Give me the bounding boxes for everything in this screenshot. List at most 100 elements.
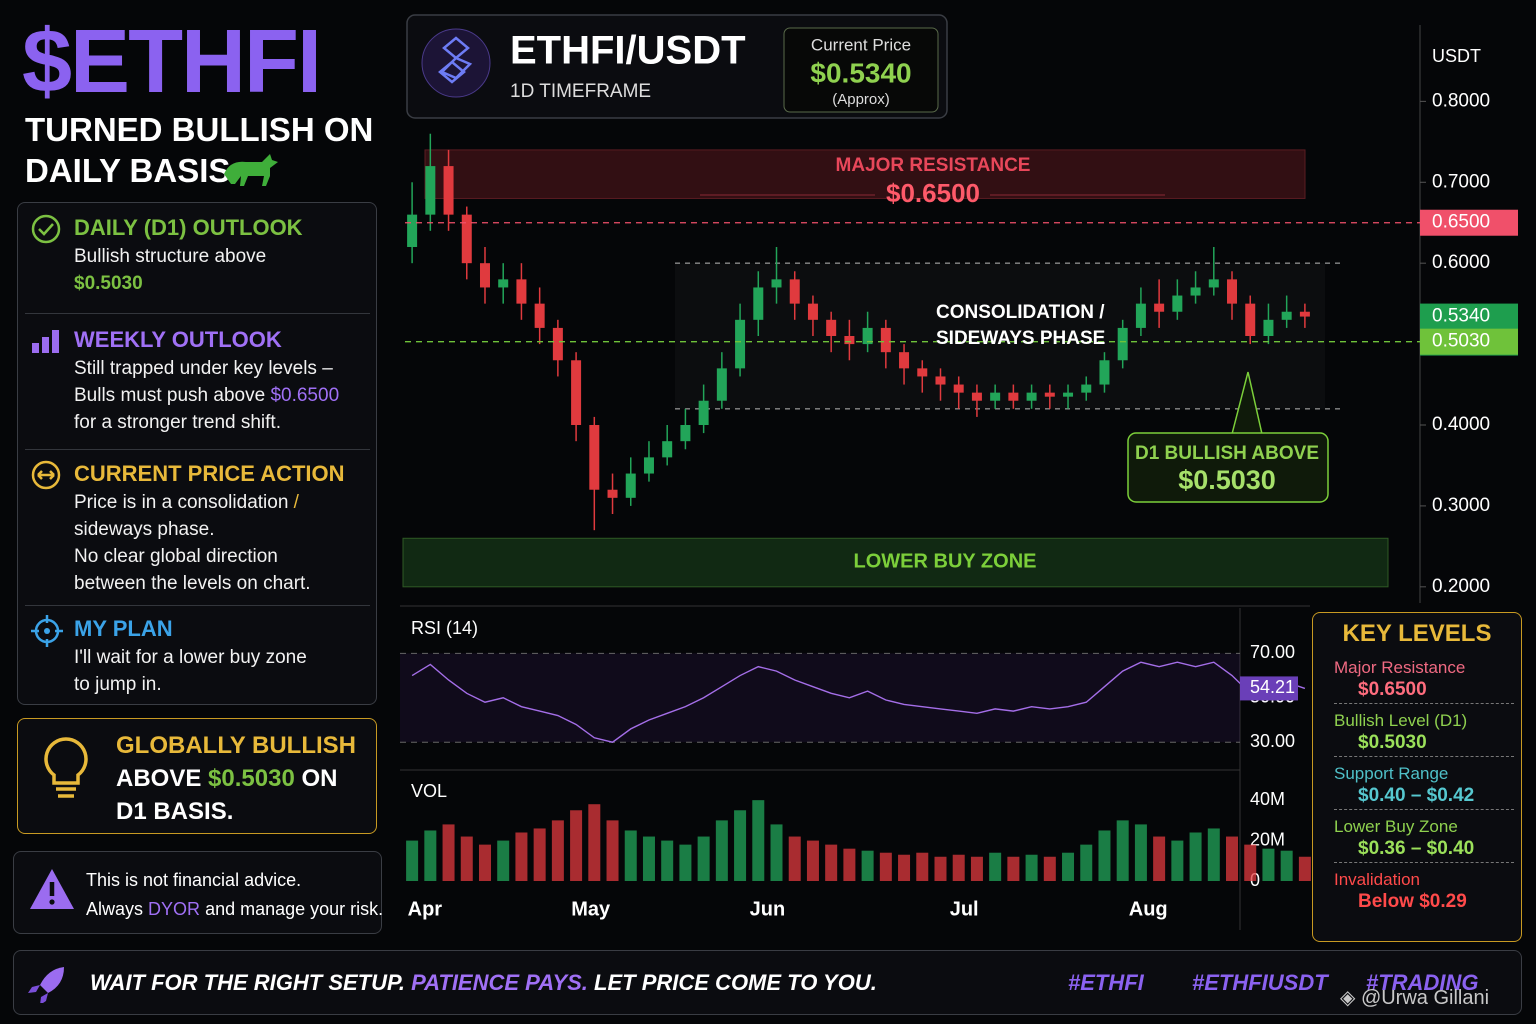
volume-bar [460, 836, 473, 881]
volume-bar [1062, 852, 1075, 881]
candle-body [461, 214, 472, 264]
candle-body [662, 441, 673, 458]
candle-body [1190, 287, 1201, 296]
candle-body [935, 376, 946, 385]
text: between the levels on chart. [74, 573, 311, 594]
target-icon [31, 615, 63, 647]
hashtag: #TRADING [1366, 970, 1479, 995]
section-line: sideways phase. [74, 516, 345, 543]
price-highlight: $0.5030 [74, 273, 143, 294]
note-box [1127, 432, 1329, 503]
volume-bar [806, 840, 819, 881]
rsi-value: 54.21 [1250, 677, 1295, 697]
callout: GLOBALLY BULLISH ABOVE $0.5030 ON D1 BAS… [116, 729, 356, 828]
candle-body [1081, 384, 1092, 393]
separator [25, 449, 370, 450]
candle-body [807, 303, 818, 320]
level-value: Below $0.29 [1358, 891, 1467, 912]
volume-bar [551, 820, 564, 881]
volume-bar [898, 854, 911, 881]
section-line: No clear global direction [74, 543, 345, 570]
separator [25, 605, 370, 606]
section-line: $0.5030 [74, 270, 303, 297]
rsi-line [411, 661, 1306, 743]
rsi-tick-label: 70.00 [1250, 642, 1295, 662]
candle-body [880, 327, 891, 353]
text: / [293, 492, 299, 513]
volume-bar [843, 848, 856, 881]
candle-body [534, 303, 545, 328]
y-tick-label: 0.2000 [1432, 576, 1490, 597]
volume-bar [989, 852, 1002, 881]
volume-bar [442, 824, 455, 881]
candle-body [589, 425, 600, 490]
key-levels-list: Major Resistance $0.6500 Bullish Level (… [1334, 657, 1514, 913]
y-tick-label: 0.8000 [1432, 90, 1490, 111]
text: No clear global direction [74, 546, 278, 567]
price-note: (Approx) [832, 91, 890, 108]
candle-body [862, 327, 873, 345]
plot: 0.8000 0.7000 0.6000 0.4000 0.3000 0.2000 0.65… [400, 90, 1518, 920]
level-value: $0.6500 [1358, 679, 1427, 700]
outlook-panel [17, 202, 377, 705]
volume-bar [752, 800, 765, 881]
price-highlight: $0.6500 [270, 385, 340, 406]
volume-bar [916, 852, 929, 881]
footer-panel [13, 950, 1522, 1015]
y-tick-label: 0.4000 [1432, 414, 1490, 435]
footer-message: WAIT FOR THE RIGHT SETUP. PATIENCE PAYS.… [90, 970, 877, 996]
disclaimer: This is not financial advice. Always DYO… [86, 866, 383, 924]
text: Price is in a consolidation [74, 492, 289, 513]
volume-bar [1080, 844, 1093, 881]
warning-icon [30, 869, 74, 909]
volume-bar [1262, 848, 1275, 881]
level-label: 0.6500 [1432, 212, 1490, 233]
volume-bar [606, 820, 619, 881]
section-line: Still trapped under key levels – [74, 355, 339, 382]
candle-body [716, 368, 727, 401]
section-line: for a stronger trend shift. [74, 409, 339, 436]
candle-body [1263, 319, 1274, 336]
section: MY PLAN I'll wait for a lower buy zone t… [74, 614, 307, 698]
candle-body [953, 384, 964, 393]
level-value: $0.36 – $0.40 [1358, 838, 1475, 859]
candle-body [625, 473, 636, 498]
candle-body [571, 360, 582, 425]
candle-body [1172, 295, 1183, 312]
candle-body [1044, 392, 1055, 397]
x-tick-label: Jul [950, 898, 979, 920]
volume-bar [934, 856, 947, 881]
level-label: 0.5030 [1432, 331, 1490, 352]
level-name: Major Resistance [1334, 658, 1466, 677]
volume-bar [970, 856, 983, 881]
disclaimer-line: This is not financial advice. [86, 870, 302, 890]
separator [1334, 809, 1514, 810]
candle-body [789, 279, 800, 304]
level-tag [1420, 328, 1518, 355]
candle-body [1026, 392, 1037, 401]
volume-bar [1244, 844, 1257, 881]
disclaimer-line: Always DYOR and manage your risk. [86, 895, 383, 924]
section-line: Price is in a consolidation / [74, 489, 345, 516]
volume-bar [734, 810, 747, 881]
logo-mark [438, 36, 473, 84]
consolidation-text: CONSOLIDATION / [936, 302, 1105, 323]
candle-body [407, 214, 418, 247]
section-line: I'll wait for a lower buy zone [74, 644, 307, 671]
volume-bar [624, 830, 637, 881]
callout-line: ABOVE $0.5030 ON [116, 762, 356, 795]
section-title: DAILY (D1) OUTLOOK [74, 215, 303, 240]
level-value: $0.5030 [1358, 732, 1427, 753]
volume-bar [679, 844, 692, 881]
candle-body [443, 166, 454, 215]
section-line: between the levels on chart. [74, 570, 345, 597]
watermark: ◈ @Urwa Gillani [1340, 987, 1490, 1009]
candle-body [917, 368, 928, 377]
ticker: $ETHFI [22, 12, 322, 112]
x-tick-label: Jun [750, 898, 786, 920]
y-tick-label: 0.6000 [1432, 252, 1490, 273]
volume-bar [825, 844, 838, 881]
candle-body [771, 279, 782, 288]
price-box [783, 27, 939, 113]
